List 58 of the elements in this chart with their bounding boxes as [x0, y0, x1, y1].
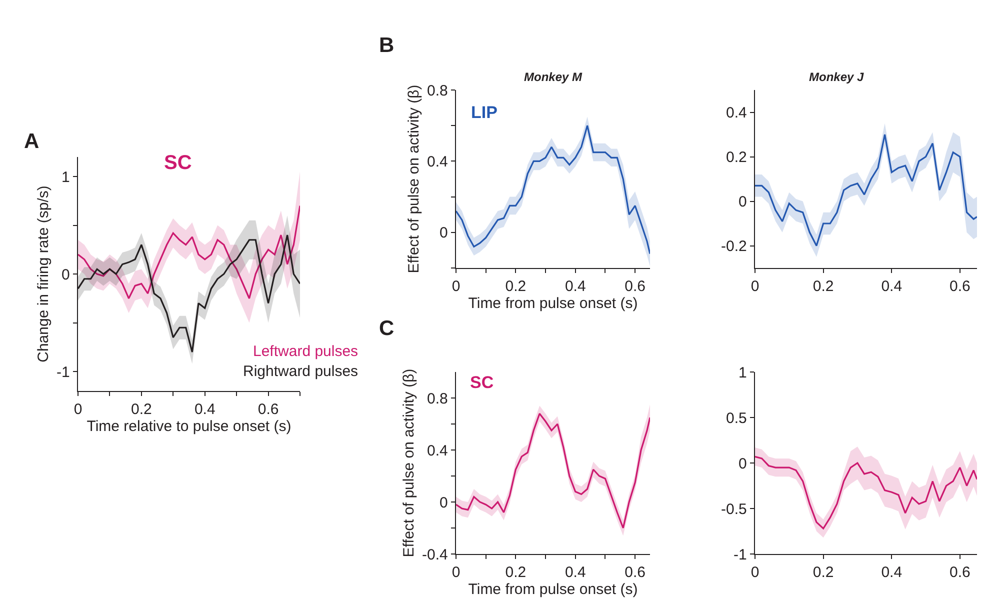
- y-tick-label: 1: [62, 168, 70, 186]
- y-tick-label: 0: [738, 194, 747, 210]
- y-tick-label: 0.4: [427, 153, 448, 170]
- y-tick-label: 0.5: [726, 410, 747, 427]
- line-series: [755, 456, 977, 530]
- x-tick-label: 0: [74, 401, 82, 418]
- y-tick-label: -1: [56, 364, 70, 381]
- x-tick-label: 0.4: [564, 278, 586, 296]
- y-axis-title: Effect of pulse on activity (β): [400, 368, 418, 558]
- x-axis-title: Time relative to pulse onset (s): [86, 418, 292, 436]
- x-axis-title: Time from pulse onset (s): [468, 581, 638, 598]
- x-tick-label: 0.2: [812, 564, 834, 582]
- x-tick-label: 0: [750, 564, 760, 582]
- x-tick-label: 0.4: [881, 278, 902, 296]
- x-tick-label: 0: [452, 278, 460, 296]
- text: A: [24, 130, 40, 153]
- y-axis-title: Effect of pulse on activity (β): [405, 84, 422, 274]
- y-tick-label: -0.4: [422, 546, 448, 564]
- x-tick-label: 0.6: [949, 278, 970, 296]
- x-tick-label: 0.6: [624, 278, 646, 296]
- x-tick-label: 0.4: [881, 564, 902, 582]
- x-tick-label: 0: [452, 564, 460, 582]
- text: Rightward pulses: [243, 363, 358, 380]
- x-tick-label: 0.2: [812, 278, 834, 296]
- text: C: [379, 317, 394, 340]
- y-tick-label: -1: [734, 546, 747, 564]
- text: B: [379, 34, 394, 57]
- x-tick-label: 0.6: [624, 564, 646, 582]
- x-axis-title: Time from pulse onset (s): [468, 295, 638, 312]
- x-tick-label: 0.2: [131, 401, 152, 418]
- annotation: SC: [164, 152, 192, 174]
- chart-title: Monkey J: [809, 70, 864, 84]
- y-tick-label: 0.8: [427, 82, 448, 100]
- line-series: [78, 204, 300, 300]
- chart-title: Monkey M: [524, 70, 584, 84]
- x-tick-label: 0.6: [949, 564, 970, 582]
- y-tick-label: 0.4: [726, 104, 747, 122]
- x-tick-label: 0.4: [194, 401, 216, 418]
- y-axis-title: Change in firing rate (sp/s): [34, 186, 52, 362]
- x-tick-label: 0.4: [564, 564, 586, 582]
- y-tick-label: 1: [738, 364, 747, 382]
- annotation: LIP: [471, 103, 498, 122]
- y-tick-label: 0.4: [427, 442, 448, 460]
- y-tick-label: 0: [440, 224, 448, 242]
- text: Leftward pulses: [253, 343, 358, 360]
- x-tick-label: 0: [750, 278, 760, 296]
- y-tick-label: 0.8: [427, 390, 448, 408]
- y-tick-label: -0.5: [721, 500, 747, 518]
- x-tick-label: 0.2: [505, 564, 526, 582]
- annotation: SC: [470, 373, 494, 392]
- y-tick-label: 0: [62, 266, 70, 284]
- y-tick-label: -0.2: [721, 238, 747, 255]
- y-tick-label: 0.2: [726, 149, 747, 166]
- x-tick-label: 0.6: [258, 401, 279, 418]
- x-tick-label: 0.2: [505, 278, 526, 296]
- y-tick-label: 0: [738, 455, 747, 472]
- line-series: [755, 134, 977, 247]
- y-tick-label: 0: [440, 494, 448, 512]
